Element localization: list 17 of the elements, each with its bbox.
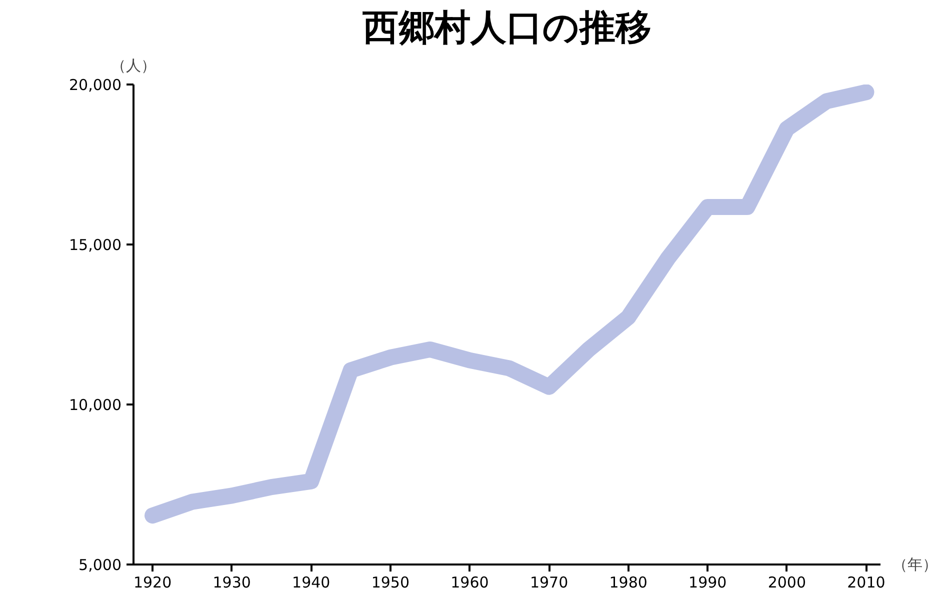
y-axis-title: （人） <box>111 56 156 74</box>
x-tick-label: 2000 <box>768 574 806 592</box>
x-tick-label: 1950 <box>371 574 410 592</box>
y-tick-label: 20,000 <box>69 76 122 94</box>
x-tick-label: 1980 <box>609 574 648 592</box>
y-tick-label: 5,000 <box>78 556 122 574</box>
x-tick-label: 2010 <box>847 574 886 592</box>
x-axis-title: （年） <box>892 556 938 574</box>
x-tick-label: 1920 <box>133 574 172 592</box>
chart-title: 西郷村人口の推移 <box>362 8 652 48</box>
x-tick-label: 1990 <box>688 574 727 592</box>
x-tick-label: 1940 <box>292 574 330 592</box>
y-tick-label: 10,000 <box>69 396 122 414</box>
x-tick-label: 1970 <box>530 574 568 592</box>
y-tick-label: 15,000 <box>69 236 122 254</box>
x-tick-label: 1930 <box>212 574 251 592</box>
x-tick-label: 1960 <box>450 574 489 592</box>
